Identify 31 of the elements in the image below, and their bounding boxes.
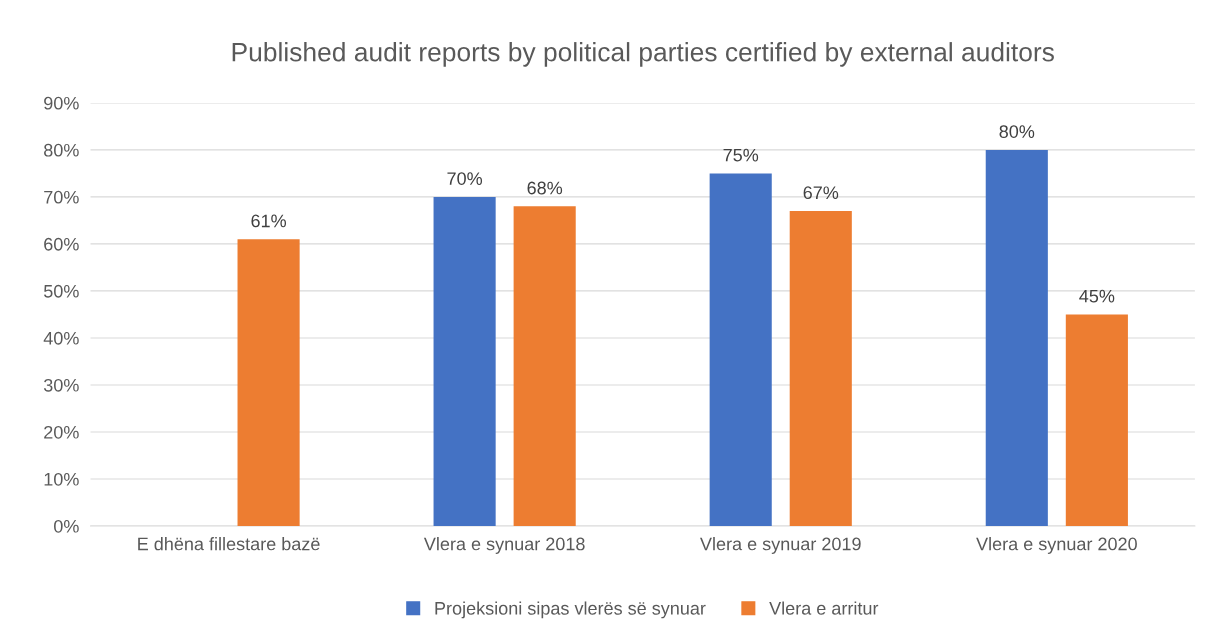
- y-tick-label: 50%: [43, 284, 79, 298]
- x-tick-label: E dhëna fillestare bazë: [138, 537, 320, 551]
- y-tick-label: 40%: [43, 331, 79, 345]
- data-label: 68%: [527, 181, 563, 195]
- legend-label: Projeksioni sipas vlerës së synuar: [435, 601, 706, 619]
- bar: [709, 173, 772, 526]
- y-tick-label: 0%: [54, 519, 79, 533]
- data-label: 45%: [1079, 289, 1115, 303]
- data-label: 61%: [251, 214, 287, 228]
- data-label: 70%: [447, 172, 483, 185]
- y-tick-label: 70%: [44, 190, 79, 204]
- bar: [789, 211, 852, 526]
- bar: [433, 196, 496, 526]
- bar: [1065, 314, 1128, 526]
- chart-title: Published audit reports by political parties certified by external auditors: [232, 42, 1054, 67]
- data-label: 80%: [999, 125, 1035, 138]
- data-label: 75%: [723, 148, 759, 162]
- bar: [237, 239, 300, 526]
- bar: [985, 149, 1048, 526]
- x-tick-label: Vlera e synuar 2020: [976, 537, 1137, 554]
- data-label: 67%: [803, 186, 839, 200]
- x-tick-label: Vlera e synuar 2019: [700, 537, 861, 554]
- y-tick-label: 80%: [44, 143, 79, 157]
- y-tick-label: 60%: [44, 237, 79, 251]
- y-tick-label: 20%: [44, 425, 79, 439]
- y-tick-label: 10%: [44, 472, 79, 486]
- legend-label: Vlera e arritur: [769, 601, 879, 615]
- y-tick-label: 90%: [44, 96, 79, 110]
- bar: [513, 206, 576, 526]
- y-tick-label: 30%: [43, 378, 79, 392]
- x-tick-label: Vlera e synuar 2018: [423, 537, 585, 554]
